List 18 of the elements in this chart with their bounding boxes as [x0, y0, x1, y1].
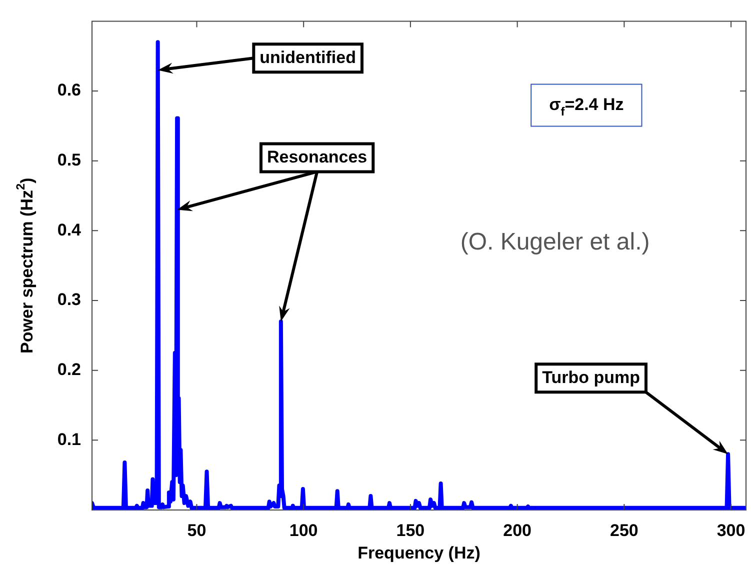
y-axis-title: Power spectrum (Hz2)	[13, 178, 37, 354]
annotation: unidentified	[260, 48, 356, 67]
annotation: Resonances	[266, 147, 368, 166]
x-tick-label: 100	[289, 520, 318, 540]
x-axis-title: Frequency (Hz)	[358, 544, 480, 563]
x-tick-label: 300	[716, 520, 746, 540]
x-tick-label: 50	[187, 520, 206, 540]
y-tick-label: 0.5	[57, 150, 81, 170]
y-tick-label: 0.2	[57, 360, 81, 380]
y-tick-label: 0.3	[57, 290, 81, 310]
y-tick-label: 0.6	[57, 80, 81, 100]
annotation: (O. Kugeler et al.)	[460, 228, 650, 256]
y-tick-label: 0.1	[57, 430, 81, 449]
x-tick-label: 150	[396, 520, 425, 540]
x-tick-label: 250	[610, 520, 638, 540]
y-tick-label: 0.4	[57, 220, 82, 240]
x-tick-label: 200	[503, 520, 532, 540]
annotation: Turbo pump	[542, 368, 640, 387]
